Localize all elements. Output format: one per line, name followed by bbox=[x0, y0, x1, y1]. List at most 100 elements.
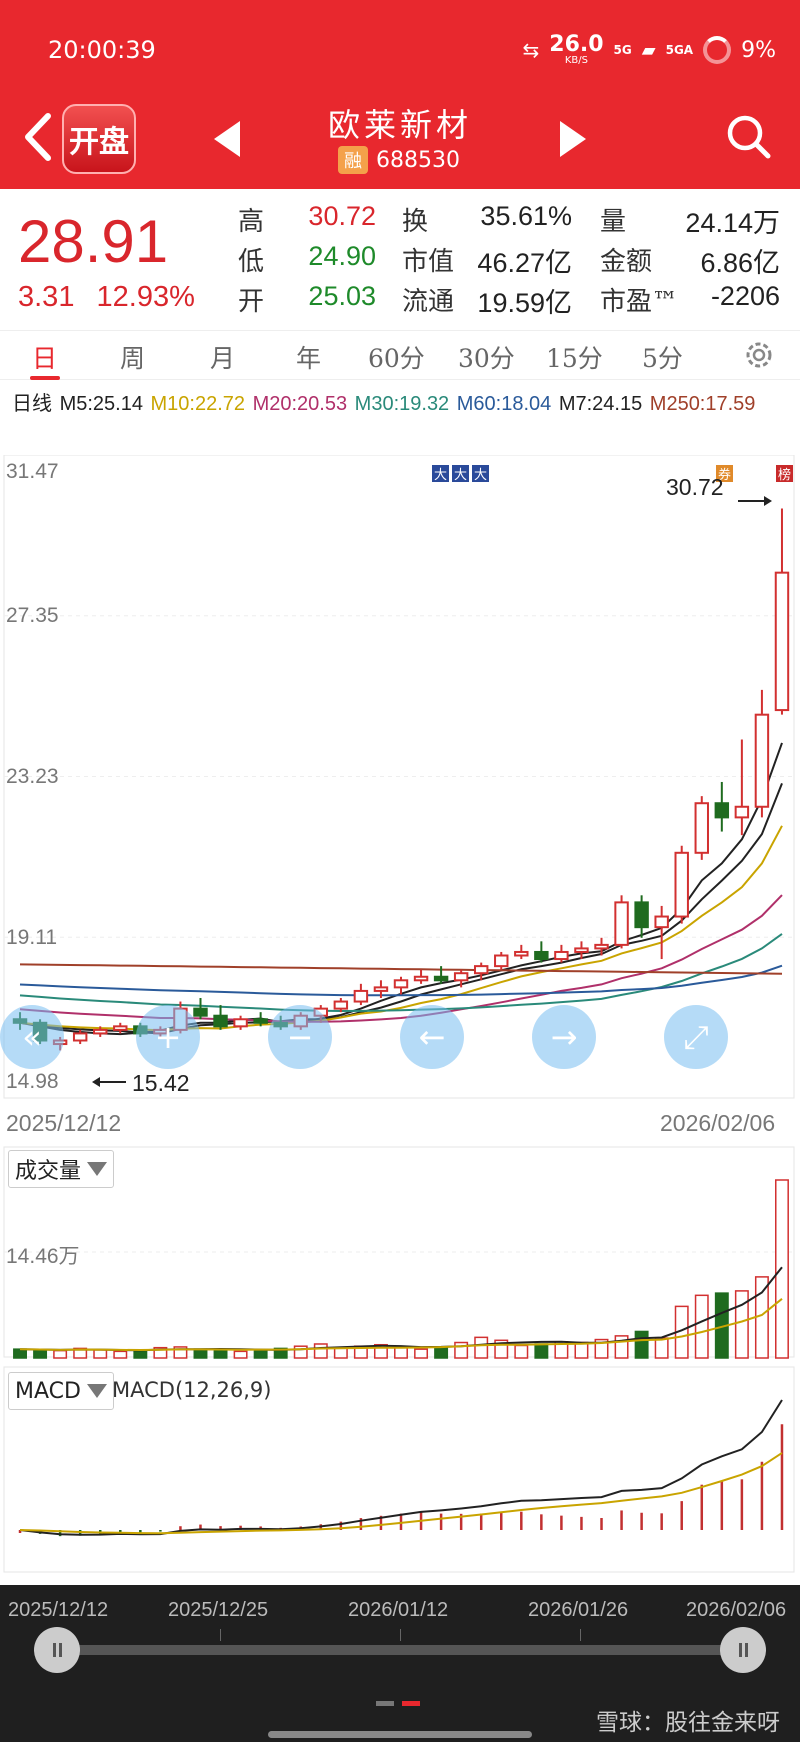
volume-bar bbox=[213, 1349, 228, 1359]
collapse-icon[interactable]: « bbox=[0, 1005, 64, 1069]
tab-day[interactable]: 日 bbox=[32, 344, 58, 373]
top-badge bbox=[716, 465, 733, 482]
tab-15min[interactable]: 15分 bbox=[546, 344, 603, 373]
scroll-right-icon[interactable]: → bbox=[532, 1005, 596, 1069]
macd-dif-line bbox=[19, 1399, 783, 1536]
candle-body bbox=[674, 851, 689, 918]
y-tick-label: 19.11 bbox=[6, 926, 57, 949]
amount-label: 金额 bbox=[600, 247, 653, 277]
toolbar-glyph: ⤢ bbox=[683, 1018, 709, 1056]
home-indicator[interactable] bbox=[268, 1731, 532, 1738]
tab-month[interactable]: 月 bbox=[210, 344, 236, 373]
tab-5min[interactable]: 5分 bbox=[642, 344, 683, 373]
margin-badge: 融 bbox=[338, 146, 368, 174]
scroll-left-icon[interactable]: ← bbox=[400, 1005, 464, 1069]
tab-year[interactable]: 年 bbox=[296, 344, 322, 373]
candle-body bbox=[453, 972, 469, 982]
chart-start-date: 2025/12/12 bbox=[6, 1110, 122, 1136]
tab-week[interactable]: 周 bbox=[120, 344, 146, 373]
volume-dropdown-label: 成交量 bbox=[15, 1159, 82, 1184]
pe-value: -2206 bbox=[710, 281, 780, 311]
period-tabs: 日 周 月 年 60分 30分 15分 5分 bbox=[0, 330, 800, 380]
candle-body bbox=[714, 802, 730, 819]
volume-bar bbox=[594, 1338, 609, 1359]
volume-bar bbox=[33, 1349, 48, 1359]
zoom-in-icon[interactable]: + bbox=[136, 1005, 200, 1069]
min-price-marker: 15.42 bbox=[132, 1070, 190, 1096]
chevron-down-icon bbox=[86, 1384, 107, 1398]
range-end-handle[interactable] bbox=[720, 1627, 766, 1673]
ma-legend: 日线 M5:25.14 M10:22.72 M20:20.53 M30:19.3… bbox=[12, 386, 792, 422]
toolbar-button-bg bbox=[0, 1005, 64, 1069]
candle-body bbox=[754, 713, 770, 808]
strip-date: 2026/01/12 bbox=[348, 1599, 449, 1621]
macd-indicator-dropdown[interactable]: MACD bbox=[8, 1372, 114, 1410]
tab-60min[interactable]: 60分 bbox=[368, 344, 425, 373]
y-tick-label: 23.23 bbox=[6, 765, 59, 788]
toolbar-button-bg bbox=[532, 1005, 596, 1069]
volume-bar bbox=[133, 1349, 148, 1359]
pe-label: 市盈™ bbox=[600, 287, 679, 317]
toolbar-button-bg bbox=[268, 1005, 332, 1069]
volume-bar bbox=[173, 1346, 188, 1359]
event-badge bbox=[432, 465, 449, 482]
volume-indicator-dropdown[interactable]: 成交量 bbox=[8, 1150, 115, 1188]
toolbar-glyph: + bbox=[155, 1018, 182, 1056]
signal-icon: ▰ bbox=[641, 39, 656, 61]
candle-body bbox=[554, 950, 569, 961]
min-marker-arrowhead bbox=[92, 1077, 100, 1087]
y-tick-label: 14.98 bbox=[6, 1070, 59, 1093]
m250-line bbox=[19, 963, 783, 975]
status-time: 20:00:39 bbox=[48, 36, 156, 64]
range-slider-track[interactable] bbox=[50, 1645, 750, 1655]
volume-bar bbox=[414, 1348, 429, 1359]
macd-pane-frame bbox=[3, 1366, 795, 1573]
candle-body bbox=[193, 1007, 208, 1017]
signal-label: 5GA bbox=[665, 43, 694, 57]
high-value: 30.72 bbox=[308, 201, 376, 231]
back-icon[interactable] bbox=[22, 112, 52, 162]
strip-date: 2025/12/25 bbox=[168, 1599, 269, 1621]
ma-item-m10: M10:22.72 bbox=[150, 393, 246, 415]
candle-body bbox=[333, 1000, 349, 1010]
volume-bar bbox=[775, 1179, 789, 1359]
ma-item-m7: M7:24.15 bbox=[558, 393, 643, 415]
candle-body bbox=[433, 975, 449, 982]
gear-icon[interactable] bbox=[742, 338, 776, 372]
candle-body bbox=[734, 805, 750, 819]
active-tab-indicator bbox=[30, 376, 60, 380]
candle-body bbox=[634, 901, 649, 929]
candle-body bbox=[534, 950, 549, 961]
candle-body bbox=[694, 802, 709, 854]
strip-tick bbox=[580, 1629, 581, 1641]
kline-chart[interactable]: 大大大券榜 «+ − ← → ⤢ bbox=[0, 455, 800, 1585]
candle-body bbox=[574, 947, 589, 953]
volume-ma10-line bbox=[19, 1298, 783, 1352]
volume-value: 24.14万 bbox=[685, 208, 780, 238]
watermark: 雪球：股往金来呀 bbox=[596, 1710, 780, 1736]
ma-item-m60: M60:18.04 bbox=[456, 393, 552, 415]
fullscreen-icon[interactable]: ⤢ bbox=[664, 1005, 728, 1069]
tab-30min[interactable]: 30分 bbox=[458, 344, 515, 373]
volume-bar bbox=[534, 1343, 549, 1359]
chart-end-date: 2026/02/06 bbox=[660, 1110, 776, 1136]
search-icon[interactable] bbox=[724, 112, 772, 160]
stock-code: 688530 bbox=[376, 147, 460, 173]
ma-item-m30: M30:19.32 bbox=[354, 393, 450, 415]
zoom-out-icon[interactable]: − bbox=[268, 1005, 332, 1069]
next-stock-icon[interactable] bbox=[556, 119, 590, 159]
volume-bar bbox=[474, 1336, 489, 1359]
ma-item-m250: M250:17.59 bbox=[649, 393, 756, 415]
kaipan-button[interactable]: 开盘 bbox=[62, 104, 136, 174]
amount-value: 6.86亿 bbox=[700, 248, 780, 278]
prev-stock-icon[interactable] bbox=[210, 119, 244, 159]
volume-label: 量 bbox=[600, 207, 627, 237]
change-amount: 3.31 bbox=[18, 281, 75, 313]
event-badge-label: 大 bbox=[454, 468, 467, 483]
max-marker-arrowhead bbox=[764, 496, 772, 506]
top-badge-label: 券 bbox=[718, 467, 731, 483]
range-start-handle[interactable] bbox=[34, 1627, 80, 1673]
macd-lines bbox=[19, 1399, 783, 1536]
last-price: 28.91 bbox=[18, 208, 169, 275]
toolbar-glyph: ← bbox=[419, 1018, 446, 1056]
